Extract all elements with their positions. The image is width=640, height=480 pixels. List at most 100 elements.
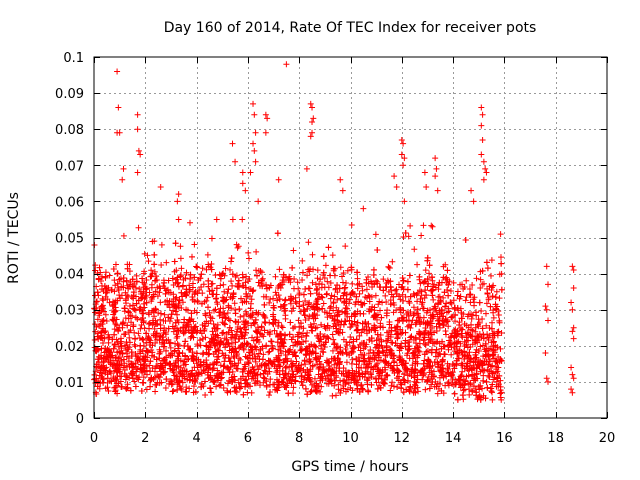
axis-ticks [94, 57, 608, 419]
data-point [183, 368, 190, 375]
data-point [147, 368, 154, 375]
data-point [202, 392, 209, 399]
data-point [209, 328, 216, 335]
data-point [253, 337, 260, 344]
data-point [325, 244, 332, 251]
data-point [274, 339, 281, 346]
data-point [495, 328, 502, 335]
data-point [104, 371, 111, 378]
data-point [473, 354, 480, 361]
data-point [346, 369, 353, 376]
data-point [137, 306, 144, 313]
data-point [134, 126, 141, 133]
data-point [214, 346, 221, 353]
data-point [275, 381, 282, 388]
data-point [403, 352, 410, 359]
data-point [113, 382, 120, 389]
data-point [210, 321, 217, 328]
data-point [137, 361, 144, 368]
data-point [366, 358, 373, 365]
data-point [257, 268, 264, 275]
data-point [429, 223, 436, 230]
data-point [147, 273, 154, 280]
data-point [176, 296, 183, 303]
data-point [299, 382, 306, 389]
data-point [416, 273, 423, 280]
data-point [160, 329, 167, 336]
data-point [198, 300, 205, 307]
data-point [249, 355, 256, 362]
data-point [323, 359, 330, 366]
data-point [200, 366, 207, 373]
data-point [102, 328, 109, 335]
data-point [163, 376, 170, 383]
data-point [198, 383, 205, 390]
data-point [150, 309, 157, 316]
data-point [203, 361, 210, 368]
data-point [312, 350, 319, 357]
data-point [394, 342, 401, 349]
data-point [302, 346, 309, 353]
data-point [454, 351, 461, 358]
data-point [489, 362, 496, 369]
data-point [286, 348, 293, 355]
data-point [110, 265, 117, 272]
data-point [474, 375, 481, 382]
data-point [294, 279, 301, 286]
data-point [270, 295, 277, 302]
data-point [480, 331, 487, 338]
data-point [443, 300, 450, 307]
data-point [249, 334, 256, 341]
data-point [204, 294, 211, 301]
data-point [418, 232, 425, 239]
data-point [329, 392, 336, 399]
data-point [402, 329, 409, 336]
data-point [298, 362, 305, 369]
data-point [543, 306, 550, 313]
data-point [165, 325, 172, 332]
data-point [334, 309, 341, 316]
data-point [170, 387, 177, 394]
data-point [360, 205, 367, 212]
data-point [331, 320, 338, 327]
data-point [198, 380, 205, 387]
data-point [453, 333, 460, 340]
data-point [444, 369, 451, 376]
data-point [449, 369, 456, 376]
data-point [140, 379, 147, 386]
data-point [197, 327, 204, 334]
data-point [424, 307, 431, 314]
data-point [276, 371, 283, 378]
data-point [100, 379, 107, 386]
data-point [400, 162, 407, 169]
data-point [254, 334, 261, 341]
data-point [451, 344, 458, 351]
data-point [387, 283, 394, 290]
data-point [435, 353, 442, 360]
data-point [129, 375, 136, 382]
data-point [292, 377, 299, 384]
data-point [133, 352, 140, 359]
data-point [342, 309, 349, 316]
data-point [423, 183, 430, 190]
data-point [252, 158, 259, 165]
data-point [356, 290, 363, 297]
data-point [397, 326, 404, 333]
data-point [372, 231, 379, 238]
data-point [348, 376, 355, 383]
y-tick-label: 0 [76, 412, 84, 427]
data-point [484, 290, 491, 297]
data-point [389, 379, 396, 386]
x-tick-label: 20 [599, 431, 616, 446]
data-point [92, 292, 99, 299]
data-point [103, 289, 110, 296]
data-point [107, 359, 114, 366]
data-point [125, 329, 132, 336]
data-point [141, 358, 148, 365]
data-point [292, 353, 299, 360]
data-point [243, 290, 250, 297]
data-point [124, 341, 131, 348]
data-point [157, 310, 164, 317]
data-point [214, 325, 221, 332]
data-point [449, 361, 456, 368]
